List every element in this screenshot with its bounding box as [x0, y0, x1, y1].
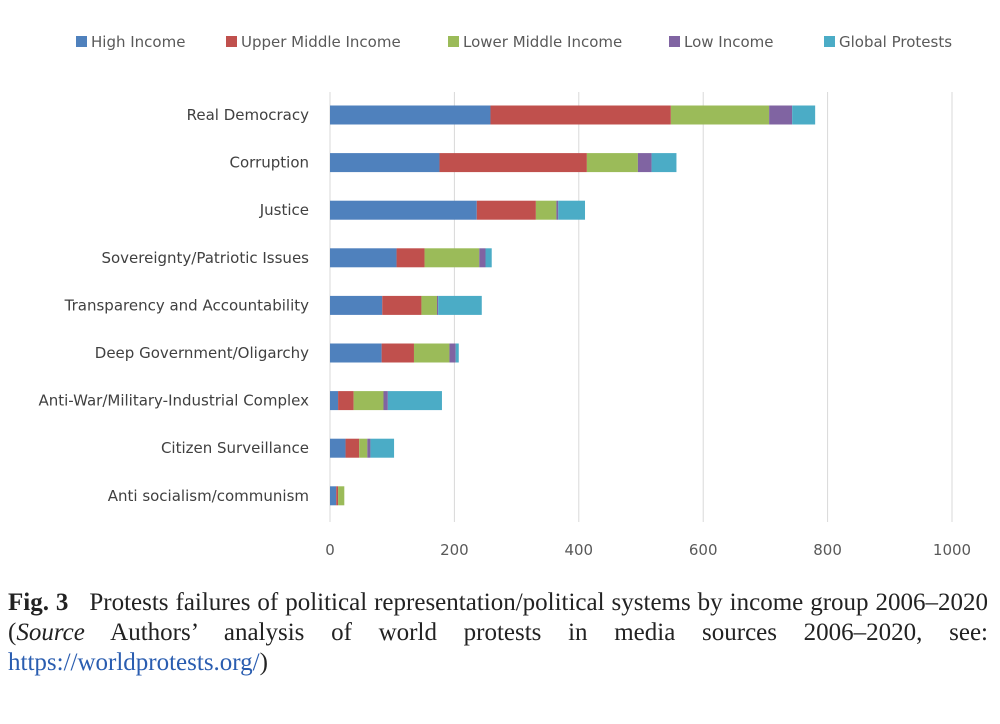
bar-segment [330, 248, 397, 268]
bar-segment [330, 438, 346, 458]
bar-segment [439, 153, 587, 173]
bar-segment [769, 105, 793, 125]
bar-segment [421, 295, 437, 315]
bar-segment [382, 295, 422, 315]
legend-swatch [448, 36, 459, 47]
x-tick-label: 400 [564, 541, 593, 559]
bar-segment [424, 248, 480, 268]
bar-segment [556, 200, 559, 220]
category-label: Justice [259, 201, 309, 219]
caption-text-before: Protests failures of political represent… [8, 589, 988, 646]
bar-segment [485, 248, 492, 268]
bar-segment [436, 295, 439, 315]
category-label: Real Democracy [187, 106, 310, 124]
bar-segment [338, 391, 354, 411]
x-tick-label: 0 [325, 541, 335, 559]
bar-segment [330, 343, 382, 363]
x-tick-label: 800 [813, 541, 842, 559]
bar-segment [330, 295, 383, 315]
bar-segment [353, 391, 384, 411]
legend-label: Lower Middle Income [463, 33, 622, 51]
bar-segment [370, 438, 395, 458]
caption-text-after: Authors’ analysis of world protests in m… [84, 619, 988, 646]
category-label: Deep Government/Oligarchy [95, 344, 309, 362]
chart-legend: High Income Upper Middle Income Lower Midd… [76, 33, 952, 51]
stacked-bar-chart: High Income Upper Middle Income Lower Midd… [38, 33, 971, 559]
bar-segment [336, 486, 339, 506]
x-tick-label: 600 [689, 541, 718, 559]
category-label: Citizen Surveillance [161, 439, 309, 457]
bar-segment [396, 248, 425, 268]
category-label: Sovereignty/Patriotic Issues [101, 249, 309, 267]
bar-segment [330, 200, 477, 220]
category-axis: Real Democracy Corruption Justice Sovereign… [38, 106, 309, 505]
caption-closing: ) [259, 649, 268, 676]
chart-bars [330, 105, 816, 506]
x-tick-label: 1000 [933, 541, 971, 559]
bar-segment [637, 153, 652, 173]
value-axis: 0 200 400 600 800 1000 [325, 541, 971, 559]
bar-segment [330, 153, 440, 173]
figure-label: Fig. 3 [8, 589, 69, 616]
bar-segment [413, 343, 450, 363]
bar-segment [330, 391, 339, 411]
bar-segment [338, 486, 345, 506]
legend-swatch [76, 36, 87, 47]
bar-segment [449, 343, 456, 363]
bar-segment [359, 438, 368, 458]
caption-link[interactable]: https://worldprotests.org/ [8, 649, 260, 676]
bar-segment [383, 391, 388, 411]
bar-segment [586, 153, 638, 173]
bar-segment [476, 200, 536, 220]
category-label: Corruption [230, 154, 309, 172]
legend-swatch [824, 36, 835, 47]
category-label: Anti-War/Military-Industrial Complex [38, 392, 309, 410]
bar-segment [387, 391, 442, 411]
x-tick-label: 200 [440, 541, 469, 559]
bar-segment [367, 438, 371, 458]
bar-segment [535, 200, 557, 220]
bar-segment [490, 105, 671, 125]
legend-label: Low Income [684, 33, 774, 51]
figure-caption: Fig. 3 Protests failures of political re… [8, 588, 988, 678]
caption-source-word: Source [16, 619, 85, 646]
bar-segment [330, 105, 491, 125]
category-label: Anti socialism/communism [108, 487, 309, 505]
bar-segment [792, 105, 816, 125]
bar-segment [381, 343, 414, 363]
legend-swatch [226, 36, 237, 47]
legend-label: Upper Middle Income [241, 33, 401, 51]
bar-segment [670, 105, 770, 125]
bar-segment [455, 343, 459, 363]
bar-segment [330, 486, 337, 506]
bar-segment [558, 200, 586, 220]
bar-segment [345, 438, 360, 458]
bar-segment [479, 248, 486, 268]
legend-swatch [669, 36, 680, 47]
category-label: Transparency and Accountability [64, 296, 309, 314]
bar-segment [438, 295, 482, 315]
legend-label: Global Protests [839, 33, 952, 51]
bar-segment [651, 153, 677, 173]
legend-label: High Income [91, 33, 185, 51]
